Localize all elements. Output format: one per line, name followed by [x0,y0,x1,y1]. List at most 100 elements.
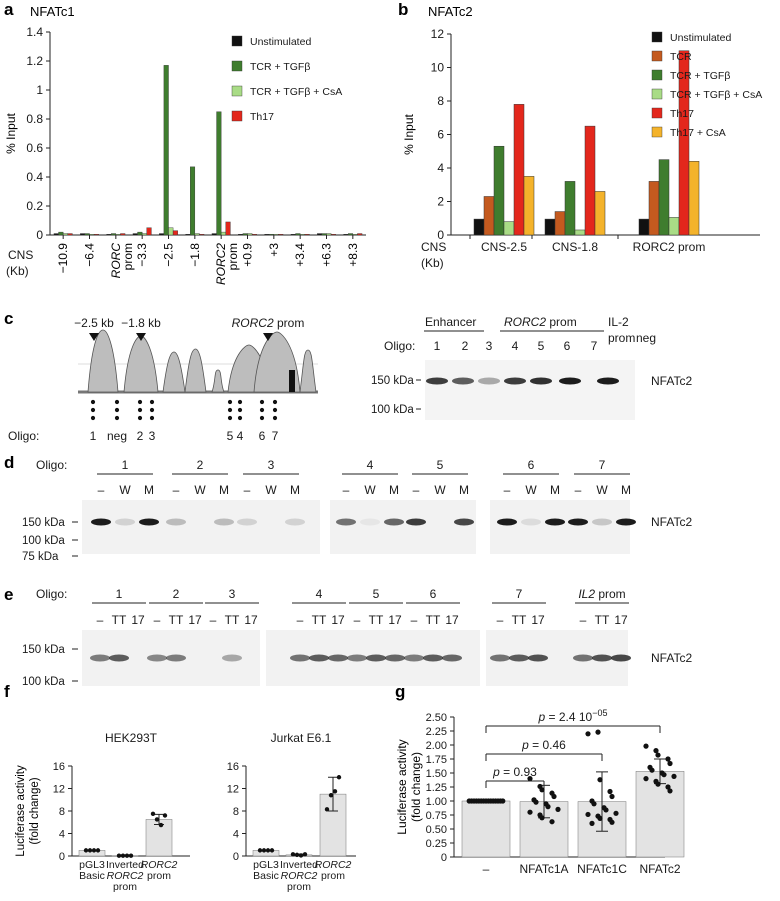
oligo-group-label: 7 [516,587,523,601]
bar-b-1-1 [554,211,566,236]
data-point [120,853,126,858]
oligo-name: 7 [272,429,279,443]
data-point [665,756,671,762]
peak-label-italic: RORC2 [232,316,274,330]
conservation-peak [162,351,186,393]
x-axis-title: CNS [421,240,446,254]
bar-a-0-7 [238,233,244,236]
data-point [332,789,338,794]
x-tick-label: prom [321,870,345,882]
bar-a-0-0 [53,233,59,236]
bar-a-1-8 [269,233,275,236]
oligo-rest: prom [595,587,626,601]
p-value: = 0.93 [500,765,537,779]
data-point [91,848,97,853]
protein-label: NFATc2 [651,515,692,529]
lane-label: – [154,613,161,627]
lane-label: W [364,483,376,497]
legend-label: Th17 + CsA [670,127,726,139]
y-axis-title-unit: (fold change) [409,752,423,822]
lane-label: TT [225,613,240,627]
x-tick-label: CNS-1.8 [552,240,598,254]
y-axis-title-unit: (fold change) [29,777,41,844]
p-symbol: p [537,710,545,724]
lane-label: 17 [188,613,202,627]
blot-band [530,377,552,385]
y-tick-label: 1.50 [426,768,447,780]
legend-swatch [651,126,663,138]
blot-band [592,518,612,526]
blot-group-rest: prom [546,315,577,329]
panel-b-chart: 0 2 4 6 8 10 12 % Input CNS-2.5 CNS-1.8 RORC2 prom… [402,27,762,270]
legend-label: TCR + TGFβ + CsA [250,86,342,98]
data-point [655,781,661,787]
bar-a-1-7 [242,233,248,236]
lane-label: – [354,613,361,627]
data-point [613,810,619,816]
lane-label: M [290,483,300,497]
data-point [555,806,561,813]
lane-label: – [173,483,180,497]
blot-band [285,518,305,526]
blot-band [109,654,129,662]
bar-g [461,800,511,858]
data-point [667,788,673,794]
oligo-name: 4 [237,429,244,443]
bar-b-3-1 [574,229,586,236]
data-point [290,852,296,857]
x-tick-label: RORC2 [315,859,352,871]
y-tick-label: 1.75 [426,754,447,766]
blot-background [490,500,630,554]
oligo-group-label: 2 [197,458,204,472]
y-tick-label: 8 [59,806,65,818]
blot-band [404,654,424,662]
data-point [643,776,649,782]
bar-b-4-0 [513,104,525,236]
y-tick-label: 2.00 [426,740,447,752]
lane-label: M [550,483,560,497]
bar-a-3-10 [330,233,336,236]
x-tick-label: Inverted [106,859,144,871]
p-value-label: p = 0.46 [521,738,566,752]
oligo-group-label: IL2 prom [578,587,625,601]
blot-band [490,654,510,662]
panel-b-title: NFATc2 [428,4,473,19]
oligo-dot [237,415,243,421]
blot-band [366,654,386,662]
p-value-label: p = 0.93 [492,765,537,779]
y-tick-label: 0.6 [26,141,43,155]
bar-a-2-7 [247,233,253,236]
y-tick-label: 1.4 [26,25,43,39]
lane-label: TT [112,613,127,627]
panel-letter-c: c [4,309,13,328]
bar-a-0-2 [106,233,112,236]
oligo-dot [237,407,243,413]
data-point [595,729,601,735]
blot-group-label: prom [608,331,635,345]
oligo-dot [237,399,243,405]
y-tick-label: 0 [36,228,43,242]
x-tick-label: −10.9 [56,243,70,274]
bar-a-1-4 [163,65,169,236]
y-axis-title: % Input [4,112,18,153]
lane-label: – [98,483,105,497]
y-axis-title: % Input [402,113,416,154]
y-tick-label: 0.2 [26,199,43,213]
data-point [500,798,506,804]
oligo-label: Oligo: [8,429,39,443]
blot-band [452,377,474,385]
blot-background [425,360,635,420]
conservation-peak [253,331,301,393]
bar-a-1-5 [190,166,196,236]
panel-letter-g: g [395,682,405,701]
y-tick-label: 2.25 [426,726,447,738]
x-tick-label: +6.3 [320,243,334,267]
blot-band [166,518,186,526]
bar-a-0-4 [159,233,165,236]
bar-b-0-1 [544,218,556,236]
panel-f-chart: Luciferase activity (fold change) HEK293T 0… [15,731,356,893]
bar-a-0-10 [317,233,323,236]
blot-band [521,518,541,526]
blot-band [545,518,565,526]
p-symbol: p [521,738,529,752]
